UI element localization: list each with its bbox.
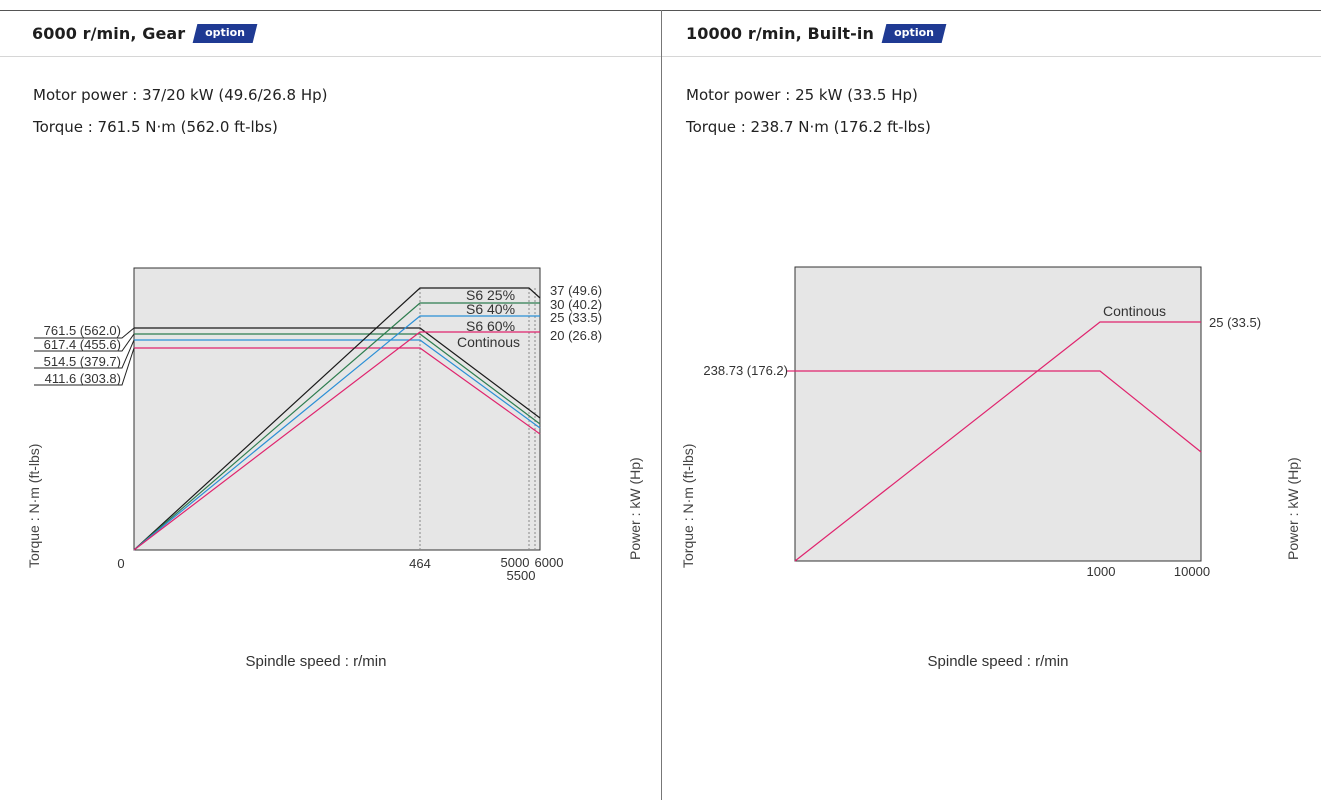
- power-label: 25 (33.5): [550, 310, 602, 325]
- torque-leader: [34, 333, 135, 352]
- x-tick-label: 6000: [535, 555, 564, 570]
- motor-power-spec: Motor power : 25 kW (33.5 Hp): [686, 86, 918, 104]
- torque-label: 238.73 (176.2): [703, 363, 788, 378]
- series-label: S6 40%: [466, 301, 515, 317]
- x-tick-label: 1000: [1087, 564, 1116, 579]
- panel-built-in: 10000 r/min, Built-in option Motor power…: [662, 10, 1321, 801]
- y-axis-left-title: Torque : N·m (ft-lbs): [680, 444, 696, 568]
- series-label: S6 25%: [466, 287, 515, 303]
- series-s6-25-power: [133, 287, 541, 551]
- power-label: 37 (49.6): [550, 283, 602, 298]
- power-label: 25 (33.5): [1209, 315, 1261, 330]
- series-continous-power: [133, 331, 540, 551]
- x-axis-title: Spindle speed : r/min: [928, 653, 1069, 670]
- series-s6-40-torque: [134, 333, 541, 425]
- series-s6-60-power: [133, 315, 540, 551]
- series-continous-torque: [134, 347, 541, 435]
- x-tick-label: 0: [117, 556, 124, 571]
- torque-label: 411.6 (303.8): [45, 371, 121, 386]
- panel-gear: 6000 r/min, Gear option Motor power : 37…: [0, 10, 660, 801]
- torque-leader: [34, 347, 135, 386]
- torque-label: 617.4 (455.6): [44, 337, 121, 352]
- top-rule: [0, 10, 1321, 11]
- series-label: Continous: [1103, 303, 1166, 319]
- plot-area: [794, 266, 1202, 562]
- power-label: 30 (40.2): [550, 297, 602, 312]
- panel-title: 10000 r/min, Built-in: [686, 23, 874, 43]
- x-tick-label: 5000: [501, 555, 530, 570]
- x-axis-title: Spindle speed : r/min: [246, 653, 387, 670]
- torque-spec: Torque : 761.5 N·m (562.0 ft-lbs): [33, 118, 278, 136]
- panel-header: 6000 r/min, Gear option: [0, 10, 660, 56]
- header-rule: [0, 56, 1321, 57]
- series-continous-torque: [795, 370, 1202, 453]
- series-label: Continous: [457, 334, 520, 350]
- chart-gear: S6 25% S6 40% S6 60% Continous 761.5 (56…: [26, 267, 643, 670]
- x-tick-label: 464: [409, 556, 431, 571]
- x-tick-label: 5500: [507, 568, 536, 583]
- torque-leader: [34, 339, 135, 369]
- y-axis-right-title: Power : kW (Hp): [627, 457, 643, 560]
- series-s6-60-torque: [134, 339, 541, 429]
- torque-spec: Torque : 238.7 N·m (176.2 ft-lbs): [686, 118, 931, 136]
- x-tick-label: 10000: [1174, 564, 1210, 579]
- panel-title: 6000 r/min, Gear: [32, 23, 186, 43]
- panel-header: 10000 r/min, Built-in option: [662, 10, 1321, 56]
- torque-label: 761.5 (562.0): [44, 323, 121, 338]
- motor-power-spec: Motor power : 37/20 kW (49.6/26.8 Hp): [33, 86, 328, 104]
- panel-divider: [661, 10, 662, 800]
- y-axis-right-title: Power : kW (Hp): [1285, 457, 1301, 560]
- plot-area: [133, 267, 541, 551]
- torque-label: 514.5 (379.7): [44, 354, 121, 369]
- series-continous-power: [794, 321, 1201, 562]
- series-label: S6 60%: [466, 318, 515, 334]
- power-label: 20 (26.8): [550, 328, 602, 343]
- series-s6-40-power: [133, 302, 540, 551]
- y-axis-left-title: Torque : N·m (ft-lbs): [26, 444, 42, 568]
- torque-leader: [34, 327, 135, 339]
- chart-built-in: Continous 238.73 (176.2) 25 (33.5) 1000 …: [680, 266, 1301, 670]
- series-s6-25-torque: [134, 327, 541, 419]
